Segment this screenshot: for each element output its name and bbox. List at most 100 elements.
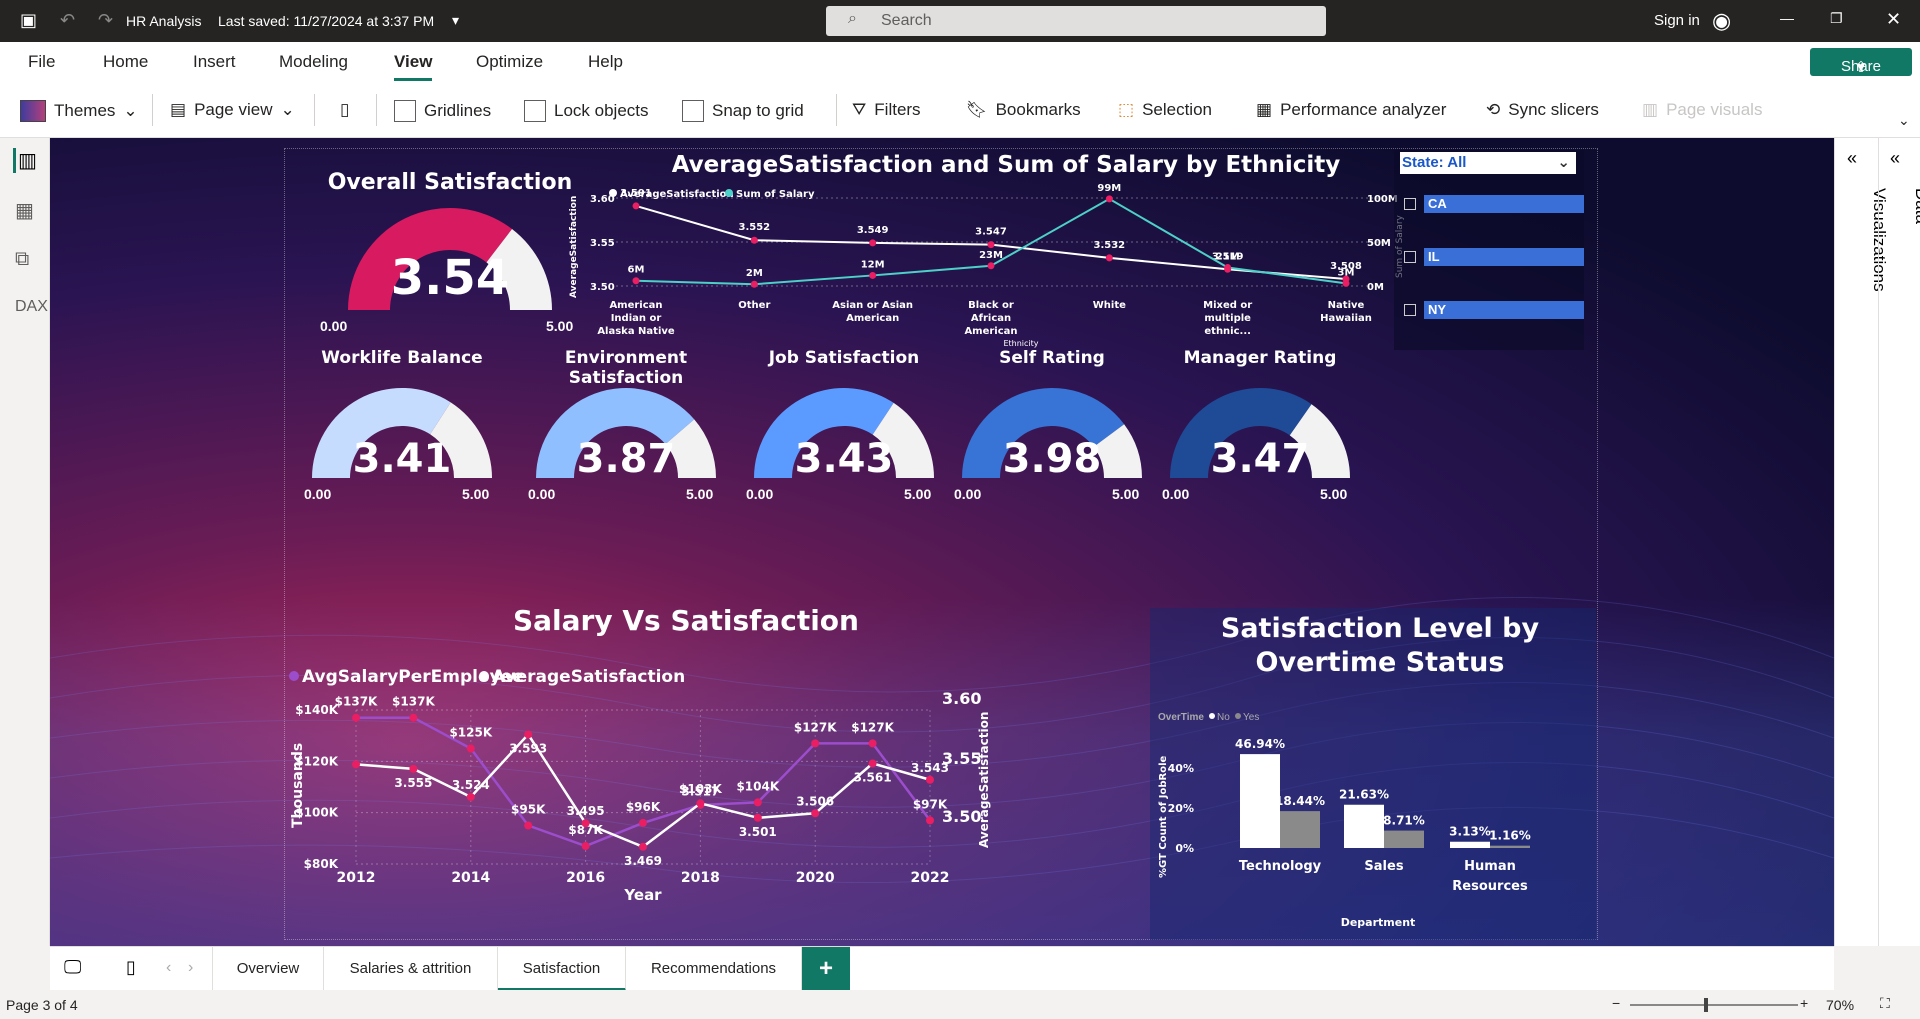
search-input[interactable]: ⌕ Search [826,6,1326,36]
performance-analyzer-button[interactable]: ▦ Performance analyzer [1256,100,1447,119]
gauge-track [872,402,934,478]
gauge-0[interactable]: Worklife Balance 3.41 0.00 5.00 [302,348,502,508]
themes-button[interactable]: Themes ⌄ [20,100,138,122]
data-label: 3.508 [1330,261,1362,272]
tab-overview[interactable]: Overview [212,947,324,991]
legend-item: AverageSatisfaction [620,189,734,200]
salary-vs-satisfaction-chart[interactable]: Salary Vs Satisfaction $140K $120K $100K $8… [286,598,1146,938]
zoom-slider[interactable] [1630,998,1798,1012]
tab-optimize[interactable]: Optimize [476,52,544,71]
tab-insert[interactable]: Insert [193,52,236,71]
data-pane-toggle[interactable]: « [1890,148,1901,168]
data-point [1105,254,1113,262]
gauge-1[interactable]: Environment Satisfaction 3.87 0.00 5.00 [526,348,726,508]
ethnicity-chart[interactable]: AverageSatisfaction and Sum of Salary by… [556,148,1418,368]
fit-to-page-icon[interactable]: ⛶ [1880,995,1890,1011]
sign-in-button[interactable]: Sign in [1654,12,1700,29]
restore-icon[interactable]: ❐ [1830,10,1843,26]
tab-help[interactable]: Help [588,52,623,71]
data-label: $127K [794,720,837,734]
data-pane-label[interactable]: Data [1912,188,1920,224]
x-tick: African [971,313,1011,324]
data-label: 1.16% [1489,829,1531,843]
data-point [869,239,877,247]
tab-satisfaction[interactable]: Satisfaction [498,947,626,991]
model-view-icon[interactable]: ⧉ [15,248,30,270]
dax-query-icon[interactable]: DAX [15,298,48,315]
gauge-3[interactable]: Self Rating 3.98 0.00 5.00 [952,348,1152,508]
page-view-button[interactable]: ▤ Page view ⌄ [170,100,295,119]
gridlines-checkbox[interactable]: Gridlines [394,100,491,122]
gauge-value: 3.43 [794,436,894,482]
mobile-layout-button[interactable]: ▯ [340,100,349,120]
lock-objects-checkbox[interactable]: Lock objects [524,100,649,122]
checkbox-icon [1404,198,1416,210]
data-point [524,730,533,739]
save-icon[interactable]: ▣ [20,10,38,30]
share-button[interactable]: ⇪ Share ▾ [1810,48,1912,76]
gauge-fill [348,208,513,310]
overtime-chart[interactable]: Satisfaction Level by Overtime Status Ov… [1150,608,1596,940]
zoom-level[interactable]: 70% [1826,997,1855,1013]
slicer-item-ca[interactable]: CA [1404,195,1584,213]
tab-recommendations[interactable]: Recommendations [626,947,802,991]
report-view-icon[interactable]: ▥ [13,148,37,173]
close-icon[interactable]: ✕ [1886,9,1902,29]
minimize-icon[interactable]: — [1780,10,1794,26]
snap-to-grid-checkbox[interactable]: Snap to grid [682,100,804,122]
y-tick: 3.50 [590,282,615,293]
zoom-in-icon[interactable]: + [1800,995,1809,1011]
gauge-2[interactable]: Job Satisfaction 3.43 0.00 5.00 [744,348,944,508]
ribbon-tabs: File Home Insert Modeling View Optimize … [0,42,1920,82]
data-point [409,713,418,722]
data-label: 6M [628,265,645,276]
tab-salaries-attrition[interactable]: Salaries & attrition [324,947,498,991]
overtime-chart-title: Satisfaction Level by Overtime Status [1220,613,1540,678]
tab-file[interactable]: File [28,52,56,71]
undo-icon[interactable]: ↶ [60,10,76,30]
gauge-4[interactable]: Manager Rating 3.47 0.00 5.00 [1160,348,1360,508]
legend-marker [609,189,617,197]
data-label: $125K [449,726,492,740]
data-label: 3M [1338,267,1355,278]
table-view-icon[interactable]: ▦ [15,200,34,222]
redo-icon[interactable]: ↷ [98,10,114,30]
selection-button[interactable]: ⬚ Selection [1118,100,1212,119]
ribbon-expand-icon[interactable]: ⌄ [1898,112,1910,128]
gauge-fill [754,388,894,478]
visualizations-pane-label[interactable]: Visualizations [1870,188,1889,292]
filters-button[interactable]: ⛛ Filters [852,100,921,119]
tab-view[interactable]: View [394,52,433,81]
legend-marker [289,671,299,681]
state-slicer-dropdown[interactable]: State: All ⌄ [1400,152,1576,174]
state-slicer[interactable]: State: All ⌄ CA IL NY [1394,150,1584,350]
slicer-item-ny[interactable]: NY [1404,301,1584,319]
bookmark-icon: 🔖︎ [966,100,988,119]
tab-modeling[interactable]: Modeling [279,52,348,71]
visualizations-pane-toggle[interactable]: « [1847,148,1858,168]
data-label: 2M [746,268,763,279]
data-point [466,792,475,801]
slicer-item-il[interactable]: IL [1404,248,1584,266]
next-page-icon[interactable]: › [188,959,194,976]
bookmarks-button[interactable]: 🔖︎ Bookmarks [966,100,1081,119]
desktop-layout-icon[interactable]: 🖵︎ [64,957,82,977]
overall-satisfaction-gauge[interactable]: Overall Satisfaction 3.54 0.00 5.00 [300,158,600,338]
prev-page-icon[interactable]: ‹ [166,959,172,976]
x-axis-label: Department [1341,916,1416,929]
save-status[interactable]: Last saved: 11/27/2024 at 3:37 PM [218,13,435,29]
x-tick: Asian or Asian [832,300,913,311]
tab-home[interactable]: Home [103,52,149,71]
y2-tick: 3.50 [942,807,981,826]
chevron-down-icon[interactable]: ▾ [452,12,460,28]
sync-icon: ⟲ [1486,100,1501,119]
data-point [753,813,762,822]
avatar-icon[interactable]: ◉ [1712,8,1732,33]
performance-icon: ▦ [1256,100,1273,119]
mobile-layout-icon[interactable]: ▯ [126,957,136,977]
zoom-out-icon[interactable]: − [1612,995,1621,1011]
y2-tick: 50M [1367,238,1391,249]
sync-slicers-button[interactable]: ⟲ Sync slicers [1486,100,1599,119]
add-page-button[interactable]: + [802,947,850,991]
data-label: 3.532 [1094,240,1126,251]
